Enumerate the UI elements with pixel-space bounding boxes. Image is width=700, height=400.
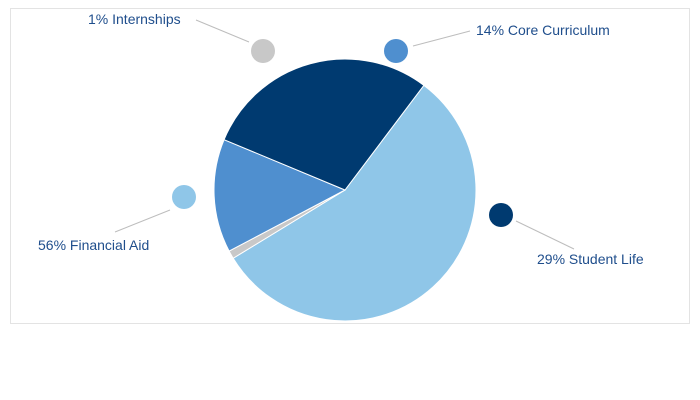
label-core-curriculum: 14% Core Curriculum [476, 22, 610, 38]
pie-slices [213, 58, 477, 322]
leader-line-core-curriculum [412, 30, 471, 47]
marker-student-life [489, 203, 513, 227]
label-financial-aid: 56% Financial Aid [38, 237, 149, 253]
pie-slice-student-life [223, 58, 425, 191]
leader-line-student-life [515, 220, 575, 250]
leader-line-internships [195, 19, 250, 43]
pie-slice-core-curriculum [213, 139, 347, 252]
marker-core-curriculum [384, 39, 408, 63]
label-internships: 1% Internships [88, 11, 181, 27]
leader-line-financial-aid [114, 209, 171, 233]
label-student-life: 29% Student Life [537, 251, 644, 267]
marker-internships [251, 39, 275, 63]
callout-markers [172, 39, 513, 227]
marker-financial-aid [172, 185, 196, 209]
leader-lines [114, 19, 575, 250]
pie-slice-financial-aid [232, 84, 477, 322]
